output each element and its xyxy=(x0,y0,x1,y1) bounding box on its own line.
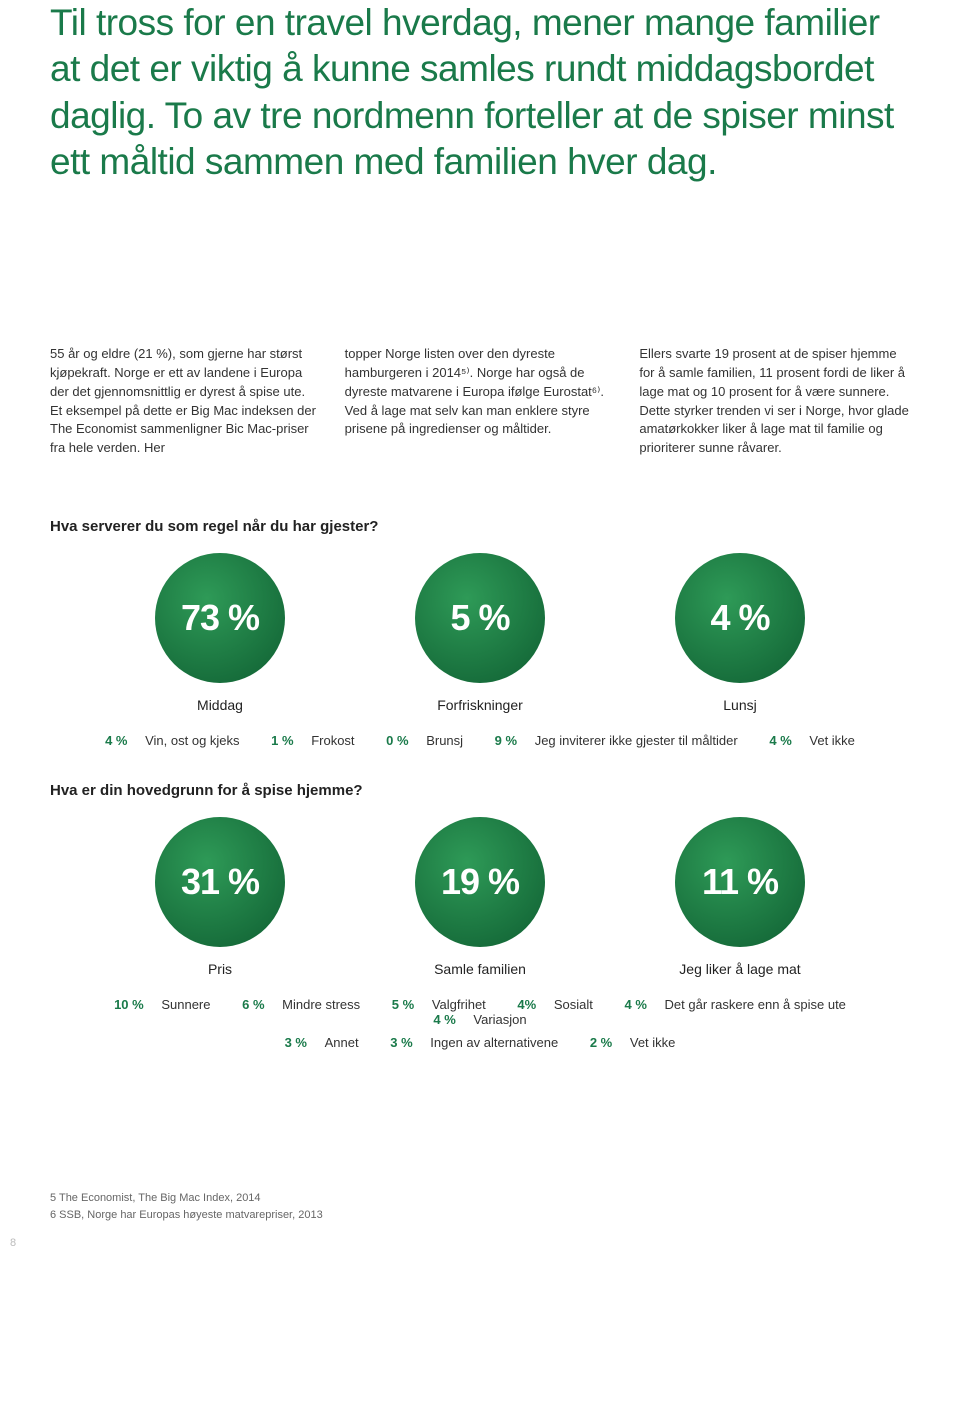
q1-ex1-t: Vin, ost og kjeks xyxy=(145,733,239,748)
q2r1-ex1-t: Sunnere xyxy=(161,997,210,1012)
q2-title: Hva er din hovedgrunn for å spise hjemme… xyxy=(50,782,910,799)
q2r1-ex4-t: Sosialt xyxy=(554,997,593,1012)
q2r1-ex3-p: 5 % xyxy=(392,997,414,1012)
q2r1-ex2-p: 6 % xyxy=(242,997,264,1012)
q1-extras: 4 % Vin, ost og kjeks 1 % Frokost 0 % Br… xyxy=(50,733,910,748)
q2-bubbles: 31 % Pris 19 % Samle familien 11 % Jeg l… xyxy=(90,817,870,977)
footnotes: 5 The Economist, The Big Mac Index, 2014… xyxy=(50,1190,910,1223)
q1-ex1-p: 4 % xyxy=(105,733,127,748)
q1-ex3-p: 0 % xyxy=(386,733,408,748)
q1-title: Hva serverer du som regel når du har gje… xyxy=(50,518,910,535)
footnote-5: 5 The Economist, The Big Mac Index, 2014 xyxy=(50,1190,910,1207)
headline: Til tross for en travel hverdag, mener m… xyxy=(50,0,910,185)
q2r2-ex2-t: Ingen av alternativene xyxy=(430,1035,558,1050)
q1-ex3-t: Brunsj xyxy=(426,733,463,748)
q1-bubble-3-pct: 4 % xyxy=(675,553,805,683)
q2-bubble-2-pct: 19 % xyxy=(415,817,545,947)
q1-ex5-p: 4 % xyxy=(769,733,791,748)
q1-bubble-1-pct: 73 % xyxy=(155,553,285,683)
q1-bubble-2: 5 % Forfriskninger xyxy=(415,553,545,713)
q2r1-ex3-t: Valgfrihet xyxy=(432,997,486,1012)
body-col-3: Ellers svarte 19 prosent at de spiser hj… xyxy=(639,345,910,458)
q2-bubble-3-label: Jeg liker å lage mat xyxy=(679,961,800,977)
q2r1-ex2-t: Mindre stress xyxy=(282,997,360,1012)
document-page: Til tross for en travel hverdag, mener m… xyxy=(0,0,960,1289)
body-col-2: topper Norge listen over den dyreste ham… xyxy=(345,345,616,458)
q2r1-ex6-p: 4 % xyxy=(433,1012,455,1027)
q1-bubble-2-pct: 5 % xyxy=(415,553,545,683)
page-number: 8 xyxy=(10,1237,910,1249)
q2-extras-row2: 3 % Annet 3 % Ingen av alternativene 2 %… xyxy=(50,1035,910,1050)
body-col-1: 55 år og eldre (21 %), som gjerne har st… xyxy=(50,345,321,458)
q2-bubble-1: 31 % Pris xyxy=(155,817,285,977)
question-2: Hva er din hovedgrunn for å spise hjemme… xyxy=(50,782,910,1050)
q2r2-ex2-p: 3 % xyxy=(390,1035,412,1050)
q1-ex2-p: 1 % xyxy=(271,733,293,748)
q1-ex4-p: 9 % xyxy=(495,733,517,748)
q2r1-ex5-t: Det går raskere enn å spise ute xyxy=(665,997,846,1012)
q1-ex5-t: Vet ikke xyxy=(809,733,855,748)
q2r2-ex3-t: Vet ikke xyxy=(630,1035,676,1050)
q1-bubble-3: 4 % Lunsj xyxy=(675,553,805,713)
q1-ex4-t: Jeg inviterer ikke gjester til måltider xyxy=(535,733,738,748)
q2-bubble-3: 11 % Jeg liker å lage mat xyxy=(675,817,805,977)
question-1: Hva serverer du som regel når du har gje… xyxy=(50,518,910,748)
q2r1-ex5-p: 4 % xyxy=(625,997,647,1012)
q1-bubbles: 73 % Middag 5 % Forfriskninger 4 % Lunsj xyxy=(90,553,870,713)
q1-bubble-3-label: Lunsj xyxy=(723,697,756,713)
q1-bubble-1-label: Middag xyxy=(197,697,243,713)
q1-ex2-t: Frokost xyxy=(311,733,354,748)
q2-extras-row1: 10 % Sunnere 6 % Mindre stress 5 % Valgf… xyxy=(50,997,910,1027)
q2-bubble-2-label: Samle familien xyxy=(434,961,526,977)
q2r2-ex1-p: 3 % xyxy=(285,1035,307,1050)
q2r2-ex1-t: Annet xyxy=(325,1035,359,1050)
q2-bubble-1-label: Pris xyxy=(208,961,232,977)
q2r2-ex3-p: 2 % xyxy=(590,1035,612,1050)
q2r1-ex6-t: Variasjon xyxy=(473,1012,526,1027)
q2-bubble-1-pct: 31 % xyxy=(155,817,285,947)
q2-bubble-2: 19 % Samle familien xyxy=(415,817,545,977)
q1-bubble-2-label: Forfriskninger xyxy=(437,697,523,713)
q2-bubble-3-pct: 11 % xyxy=(675,817,805,947)
q2r1-ex1-p: 10 % xyxy=(114,997,144,1012)
q2r1-ex4-p: 4% xyxy=(517,997,536,1012)
body-columns: 55 år og eldre (21 %), som gjerne har st… xyxy=(50,345,910,458)
q1-bubble-1: 73 % Middag xyxy=(155,553,285,713)
footnote-6: 6 SSB, Norge har Europas høyeste matvare… xyxy=(50,1207,910,1224)
